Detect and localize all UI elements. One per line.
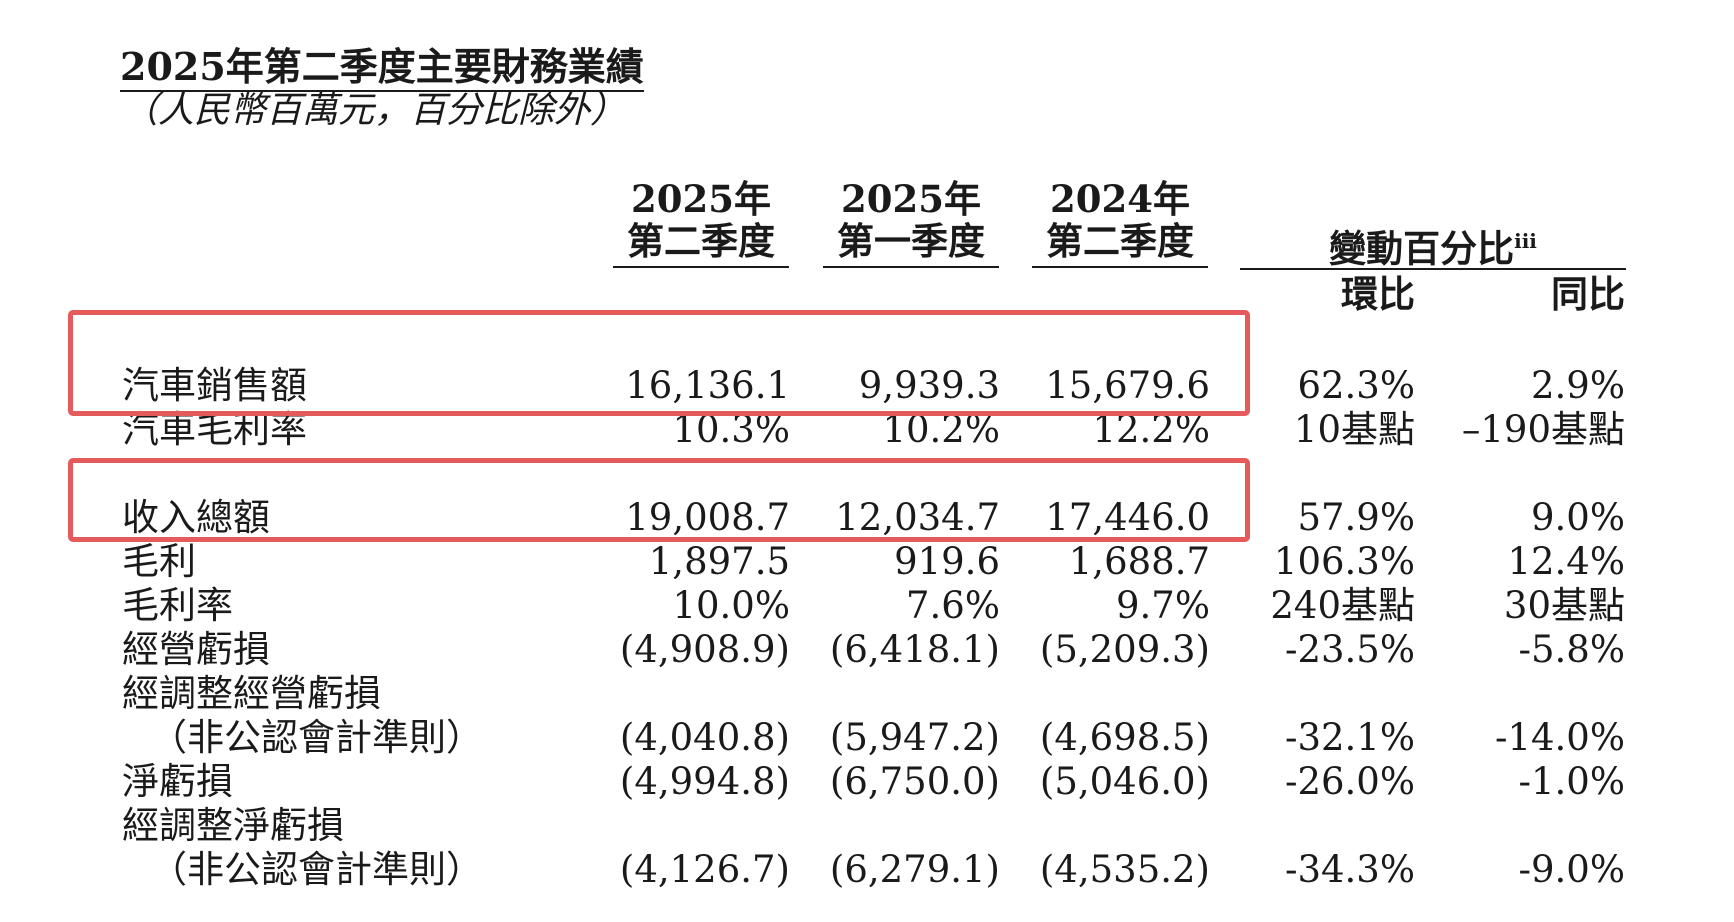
cell-q2-2025: 1,897.5	[648, 540, 790, 583]
cell-q2-2025: 19,008.7	[625, 496, 790, 539]
cell-qoq: 240基點	[1270, 584, 1415, 627]
cell-q2-2025: 16,136.1	[625, 364, 790, 407]
cell-q2-2024: 15,679.6	[1045, 364, 1210, 407]
cell-q2-2024: (5,209.3)	[1039, 628, 1210, 671]
column-header-q2-2024: 2024年 第二季度	[1032, 178, 1208, 268]
cell-qoq: 62.3%	[1297, 364, 1415, 407]
cell-q2-2024: 17,446.0	[1045, 496, 1210, 539]
row-label: 淨虧損	[122, 760, 233, 803]
cell-yoy: 2.9%	[1531, 364, 1625, 407]
table-row-gross-margin: 毛利率 10.0% 7.6% 9.7% 240基點 30基點	[0, 584, 1734, 628]
highlight-box-auto-sales	[68, 310, 1250, 416]
table-row-net-loss: 淨虧損 (4,994.8) (6,750.0) (5,046.0) -26.0%…	[0, 760, 1734, 804]
column-header-quarter: 第一季度	[837, 219, 985, 263]
cell-q1-2025: 7.6%	[906, 584, 1000, 627]
cell-yoy: 9.0%	[1531, 496, 1625, 539]
cell-q1-2025: 919.6	[894, 540, 1000, 583]
cell-yoy: -5.8%	[1518, 628, 1625, 671]
cell-qoq: 10基點	[1293, 408, 1415, 451]
qoq-header: 環比	[1341, 272, 1415, 316]
cell-qoq: -23.5%	[1284, 628, 1415, 671]
cell-qoq: -32.1%	[1284, 716, 1415, 759]
row-label: 經調整淨虧損	[122, 804, 344, 847]
column-header-q1-2025: 2025年 第一季度	[823, 178, 999, 268]
row-label: 收入總額	[122, 496, 270, 539]
column-header-year: 2025年	[841, 177, 981, 221]
cell-qoq: 106.3%	[1273, 540, 1415, 583]
table-row-gross-profit: 毛利 1,897.5 919.6 1,688.7 106.3% 12.4%	[0, 540, 1734, 584]
cell-qoq: -34.3%	[1284, 848, 1415, 891]
cell-yoy: -9.0%	[1518, 848, 1625, 891]
table-row-adjusted-net-loss: 經調整淨虧損	[0, 804, 1734, 848]
column-header-quarter: 第二季度	[1046, 219, 1194, 263]
row-label: 經調整經營虧損	[122, 672, 381, 715]
cell-qoq: -26.0%	[1284, 760, 1415, 803]
table-row-adjusted-operating-loss-nongaap: （非公認會計準則） (4,040.8) (5,947.2) (4,698.5) …	[0, 716, 1734, 760]
cell-q2-2024: (5,046.0)	[1039, 760, 1210, 803]
table-row-adjusted-operating-loss: 經調整經營虧損	[0, 672, 1734, 716]
table-row-total-revenue: 收入總額 19,008.7 12,034.7 17,446.0 57.9% 9.…	[0, 496, 1734, 540]
cell-yoy: –190基點	[1461, 408, 1625, 451]
row-label: 汽車銷售額	[122, 364, 307, 407]
column-header-quarter: 第二季度	[627, 219, 775, 263]
column-header-q2-2025: 2025年 第二季度	[613, 178, 789, 268]
cell-q2-2025: (4,994.8)	[619, 760, 790, 803]
cell-yoy: 30基點	[1503, 584, 1625, 627]
row-label: （非公認會計準則）	[150, 716, 483, 759]
page-subtitle: （人民幣百萬元，百分比除外）	[122, 90, 627, 131]
change-header-label: 變動百分比	[1329, 226, 1515, 271]
column-header-year: 2024年	[1050, 177, 1190, 221]
change-header: 變動百分比iii	[1240, 220, 1626, 269]
cell-q2-2025: 10.0%	[672, 584, 790, 627]
cell-q2-2025: (4,908.9)	[619, 628, 790, 671]
page-title: 2025年第二季度主要財務業績	[120, 44, 644, 92]
cell-q1-2025: (6,418.1)	[829, 628, 1000, 671]
cell-q2-2024: (4,698.5)	[1039, 716, 1210, 759]
cell-q1-2025: (5,947.2)	[829, 716, 1000, 759]
cell-q2-2025: (4,126.7)	[619, 848, 790, 891]
cell-q1-2025: (6,750.0)	[829, 760, 1000, 803]
column-header-rule	[1032, 266, 1208, 268]
cell-yoy: -1.0%	[1518, 760, 1625, 803]
change-footnote-marker: iii	[1514, 229, 1537, 253]
yoy-header: 同比	[1551, 272, 1625, 316]
cell-yoy: 12.4%	[1507, 540, 1625, 583]
row-label: 毛利率	[122, 584, 233, 627]
cell-yoy: -14.0%	[1494, 716, 1625, 759]
cell-q2-2025: (4,040.8)	[619, 716, 790, 759]
highlight-box-total-revenue	[68, 458, 1250, 542]
row-label: 經營虧損	[122, 628, 270, 671]
table-row-adjusted-net-loss-nongaap: （非公認會計準則） (4,126.7) (6,279.1) (4,535.2) …	[0, 848, 1734, 892]
table-row-auto-sales: 汽車銷售額 16,136.1 9,939.3 15,679.6 62.3% 2.…	[0, 364, 1734, 408]
cell-qoq: 57.9%	[1297, 496, 1415, 539]
cell-q1-2025: 12,034.7	[835, 496, 1000, 539]
column-header-year: 2025年	[631, 177, 771, 221]
column-header-rule	[613, 266, 789, 268]
cell-q1-2025: (6,279.1)	[829, 848, 1000, 891]
table-row-operating-loss: 經營虧損 (4,908.9) (6,418.1) (5,209.3) -23.5…	[0, 628, 1734, 672]
cell-q2-2024: 9.7%	[1116, 584, 1210, 627]
change-header-rule	[1240, 268, 1626, 270]
cell-q1-2025: 9,939.3	[858, 364, 1000, 407]
cell-q2-2024: 1,688.7	[1068, 540, 1210, 583]
row-label: 毛利	[122, 540, 196, 583]
column-header-rule	[823, 266, 999, 268]
row-label: （非公認會計準則）	[150, 848, 483, 891]
cell-q2-2024: (4,535.2)	[1039, 848, 1210, 891]
